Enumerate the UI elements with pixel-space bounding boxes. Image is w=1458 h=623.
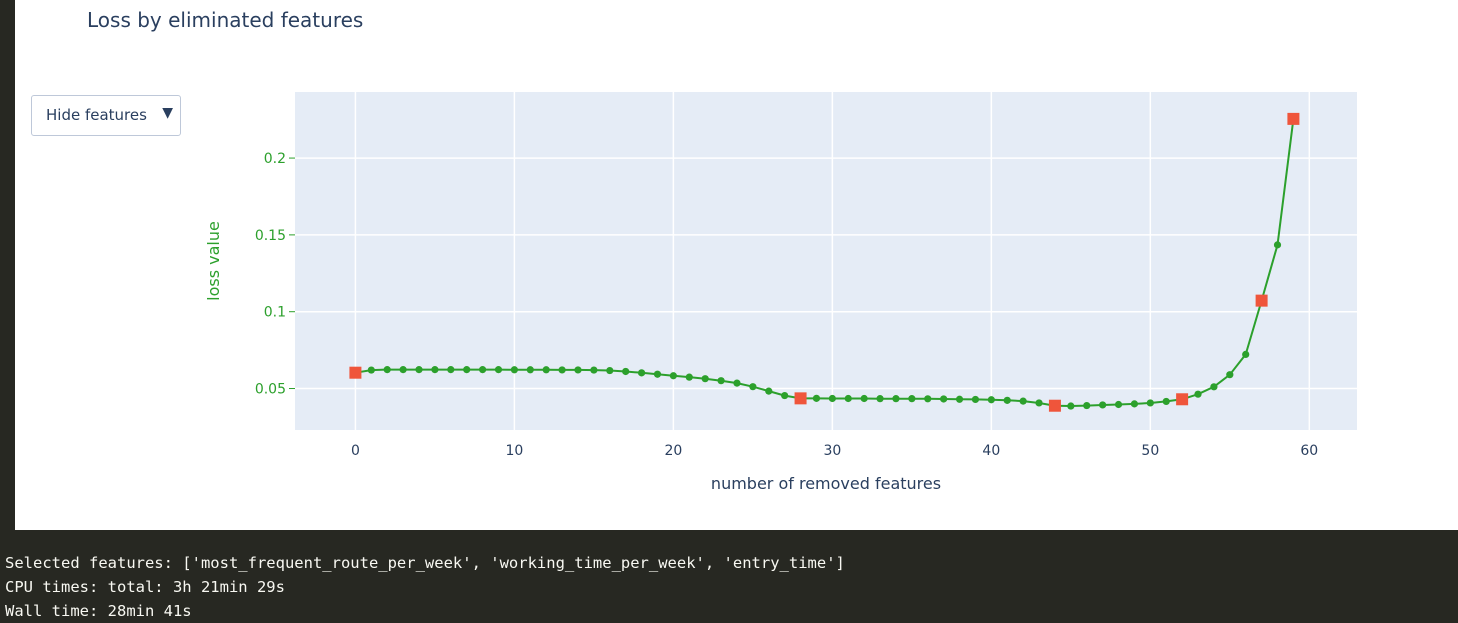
data-point — [637, 369, 646, 377]
x-tick-label: 0 — [351, 443, 360, 459]
data-point — [844, 394, 852, 403]
data-point — [1099, 401, 1107, 409]
y-tick-label: 0.05 — [255, 382, 286, 398]
data-point — [653, 370, 662, 378]
data-point — [971, 395, 980, 404]
data-point — [383, 366, 391, 374]
highlight-marker — [1255, 294, 1268, 307]
data-point — [749, 383, 757, 391]
y-axis-title: loss value — [204, 221, 223, 301]
highlight-marker — [1287, 112, 1300, 125]
highlight-marker — [1176, 393, 1189, 406]
data-point — [526, 366, 534, 374]
data-point — [431, 366, 439, 374]
data-point — [685, 373, 693, 381]
output-line-cpu-times: CPU times: total: 3h 21min 29s — [5, 578, 285, 596]
data-point — [1273, 241, 1282, 249]
plot-area — [295, 92, 1357, 430]
output-line-wall-time: Wall time: 28min 41s — [5, 602, 192, 620]
data-point — [606, 366, 614, 375]
highlight-marker — [1048, 399, 1061, 412]
axes: 0 10 20 30 40 50 60 0.05 0.1 0.15 0.2 — [255, 151, 1318, 459]
data-point — [1114, 400, 1123, 409]
data-point — [1194, 390, 1202, 398]
plot-figure: Loss by eliminated features 0 10 20 30 40 50 6… — [15, 0, 1458, 530]
gridlines — [295, 92, 1357, 430]
data-point — [1067, 402, 1075, 410]
data-point — [1130, 400, 1139, 408]
x-tick-label: 30 — [823, 443, 841, 459]
data-point — [1146, 399, 1154, 407]
data-point — [987, 396, 995, 404]
data-point — [717, 377, 725, 385]
y-tick-label: 0.1 — [264, 305, 286, 321]
line-chart: 0 10 20 30 40 50 60 0.05 0.1 0.15 0.2 number of re… — [204, 92, 1357, 493]
data-point — [1003, 396, 1011, 404]
chart-title: Loss by eliminated features — [87, 8, 364, 32]
data-point — [1226, 371, 1234, 379]
data-point — [940, 395, 948, 403]
x-tick-label: 50 — [1141, 443, 1159, 459]
y-tick-label: 0.15 — [255, 228, 286, 244]
data-point — [510, 366, 518, 374]
data-point — [860, 394, 868, 403]
data-point — [781, 391, 789, 400]
data-point — [1035, 399, 1043, 407]
data-point — [558, 366, 566, 374]
data-point — [447, 366, 455, 374]
data-point — [924, 395, 932, 403]
data-point — [876, 395, 884, 403]
data-point — [701, 375, 709, 383]
x-tick-label: 40 — [982, 443, 1000, 459]
highlight-marker — [349, 366, 362, 379]
data-point — [1019, 397, 1027, 405]
data-point — [812, 394, 821, 402]
data-point — [542, 366, 550, 374]
x-tick-label: 20 — [664, 443, 682, 459]
x-tick-label: 60 — [1300, 443, 1318, 459]
data-point — [733, 379, 741, 387]
data-point — [367, 366, 375, 374]
data-point — [463, 366, 471, 374]
output-line-selected-features: Selected features: ['most_frequent_route… — [5, 554, 845, 572]
data-point — [765, 387, 773, 395]
data-point — [478, 366, 487, 374]
data-point — [399, 366, 407, 374]
data-point — [494, 366, 503, 374]
dropdown-label: Hide features — [46, 106, 147, 124]
data-point — [590, 366, 598, 374]
highlighted-points — [349, 112, 1300, 412]
x-tick-label: 10 — [505, 443, 523, 459]
cell-output: Selected features: ['most_frequent_route… — [5, 551, 845, 623]
data-point — [1210, 383, 1218, 391]
data-point — [415, 366, 423, 374]
data-point — [574, 366, 582, 374]
caret-down-icon: ▼ — [162, 105, 173, 121]
data-point — [1162, 397, 1170, 406]
data-point — [1242, 350, 1250, 359]
data-point — [908, 395, 916, 403]
data-point — [1083, 401, 1091, 410]
hide-features-dropdown[interactable]: Hide features ▼ — [31, 95, 181, 136]
y-tick-label: 0.2 — [264, 151, 286, 167]
data-point — [828, 394, 836, 403]
data-point — [669, 372, 677, 380]
highlight-marker — [794, 392, 807, 405]
x-axis-title: number of removed features — [711, 474, 941, 493]
data-point — [892, 395, 900, 403]
data-point — [955, 395, 964, 403]
data-point — [622, 367, 630, 376]
